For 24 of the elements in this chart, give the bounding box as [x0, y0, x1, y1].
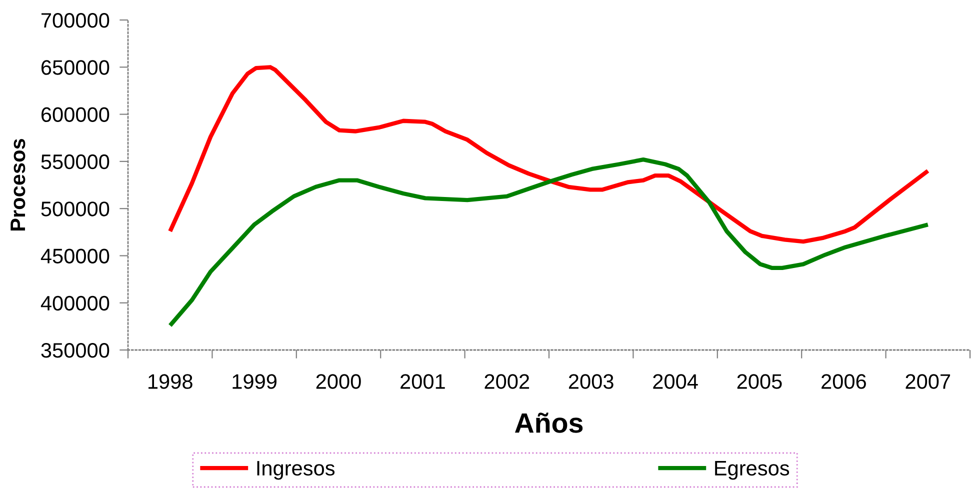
y-tick-label: 600000 [41, 107, 110, 122]
x-tick-label: 2004 [653, 374, 698, 389]
x-tick-label: 2003 [568, 374, 614, 389]
y-tick-label: 650000 [41, 60, 110, 75]
y-tick-label: 450000 [40, 248, 110, 264]
x-tick-label: 2002 [484, 374, 530, 389]
x-tick-label: 2001 [400, 374, 445, 389]
legend-label: Egresos [715, 461, 790, 480]
y-tick-label: 500000 [41, 202, 110, 216]
x-tick-label: 2006 [822, 374, 866, 389]
y-tick-label: 700000 [42, 13, 110, 28]
x-tick-label: 1998 [148, 374, 192, 389]
y-tick-label: 400000 [40, 296, 110, 311]
y-axis-title: Procesos [10, 138, 26, 231]
x-tick-label: 1999 [232, 374, 276, 389]
y-tick-label: 350000 [41, 343, 110, 358]
x-tick-label: 2007 [906, 374, 950, 389]
line-series [168, 65, 930, 244]
legend-label: Ingresos [257, 461, 335, 480]
x-axis-title: Años [514, 412, 583, 433]
x-tick-label: 2000 [316, 374, 361, 389]
x-tick-label: 2005 [737, 374, 782, 389]
y-tick-label: 550000 [41, 154, 110, 170]
line-series [168, 157, 930, 328]
